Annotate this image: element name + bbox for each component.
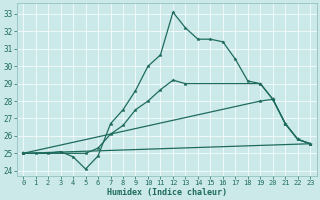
X-axis label: Humidex (Indice chaleur): Humidex (Indice chaleur) [107, 188, 227, 197]
